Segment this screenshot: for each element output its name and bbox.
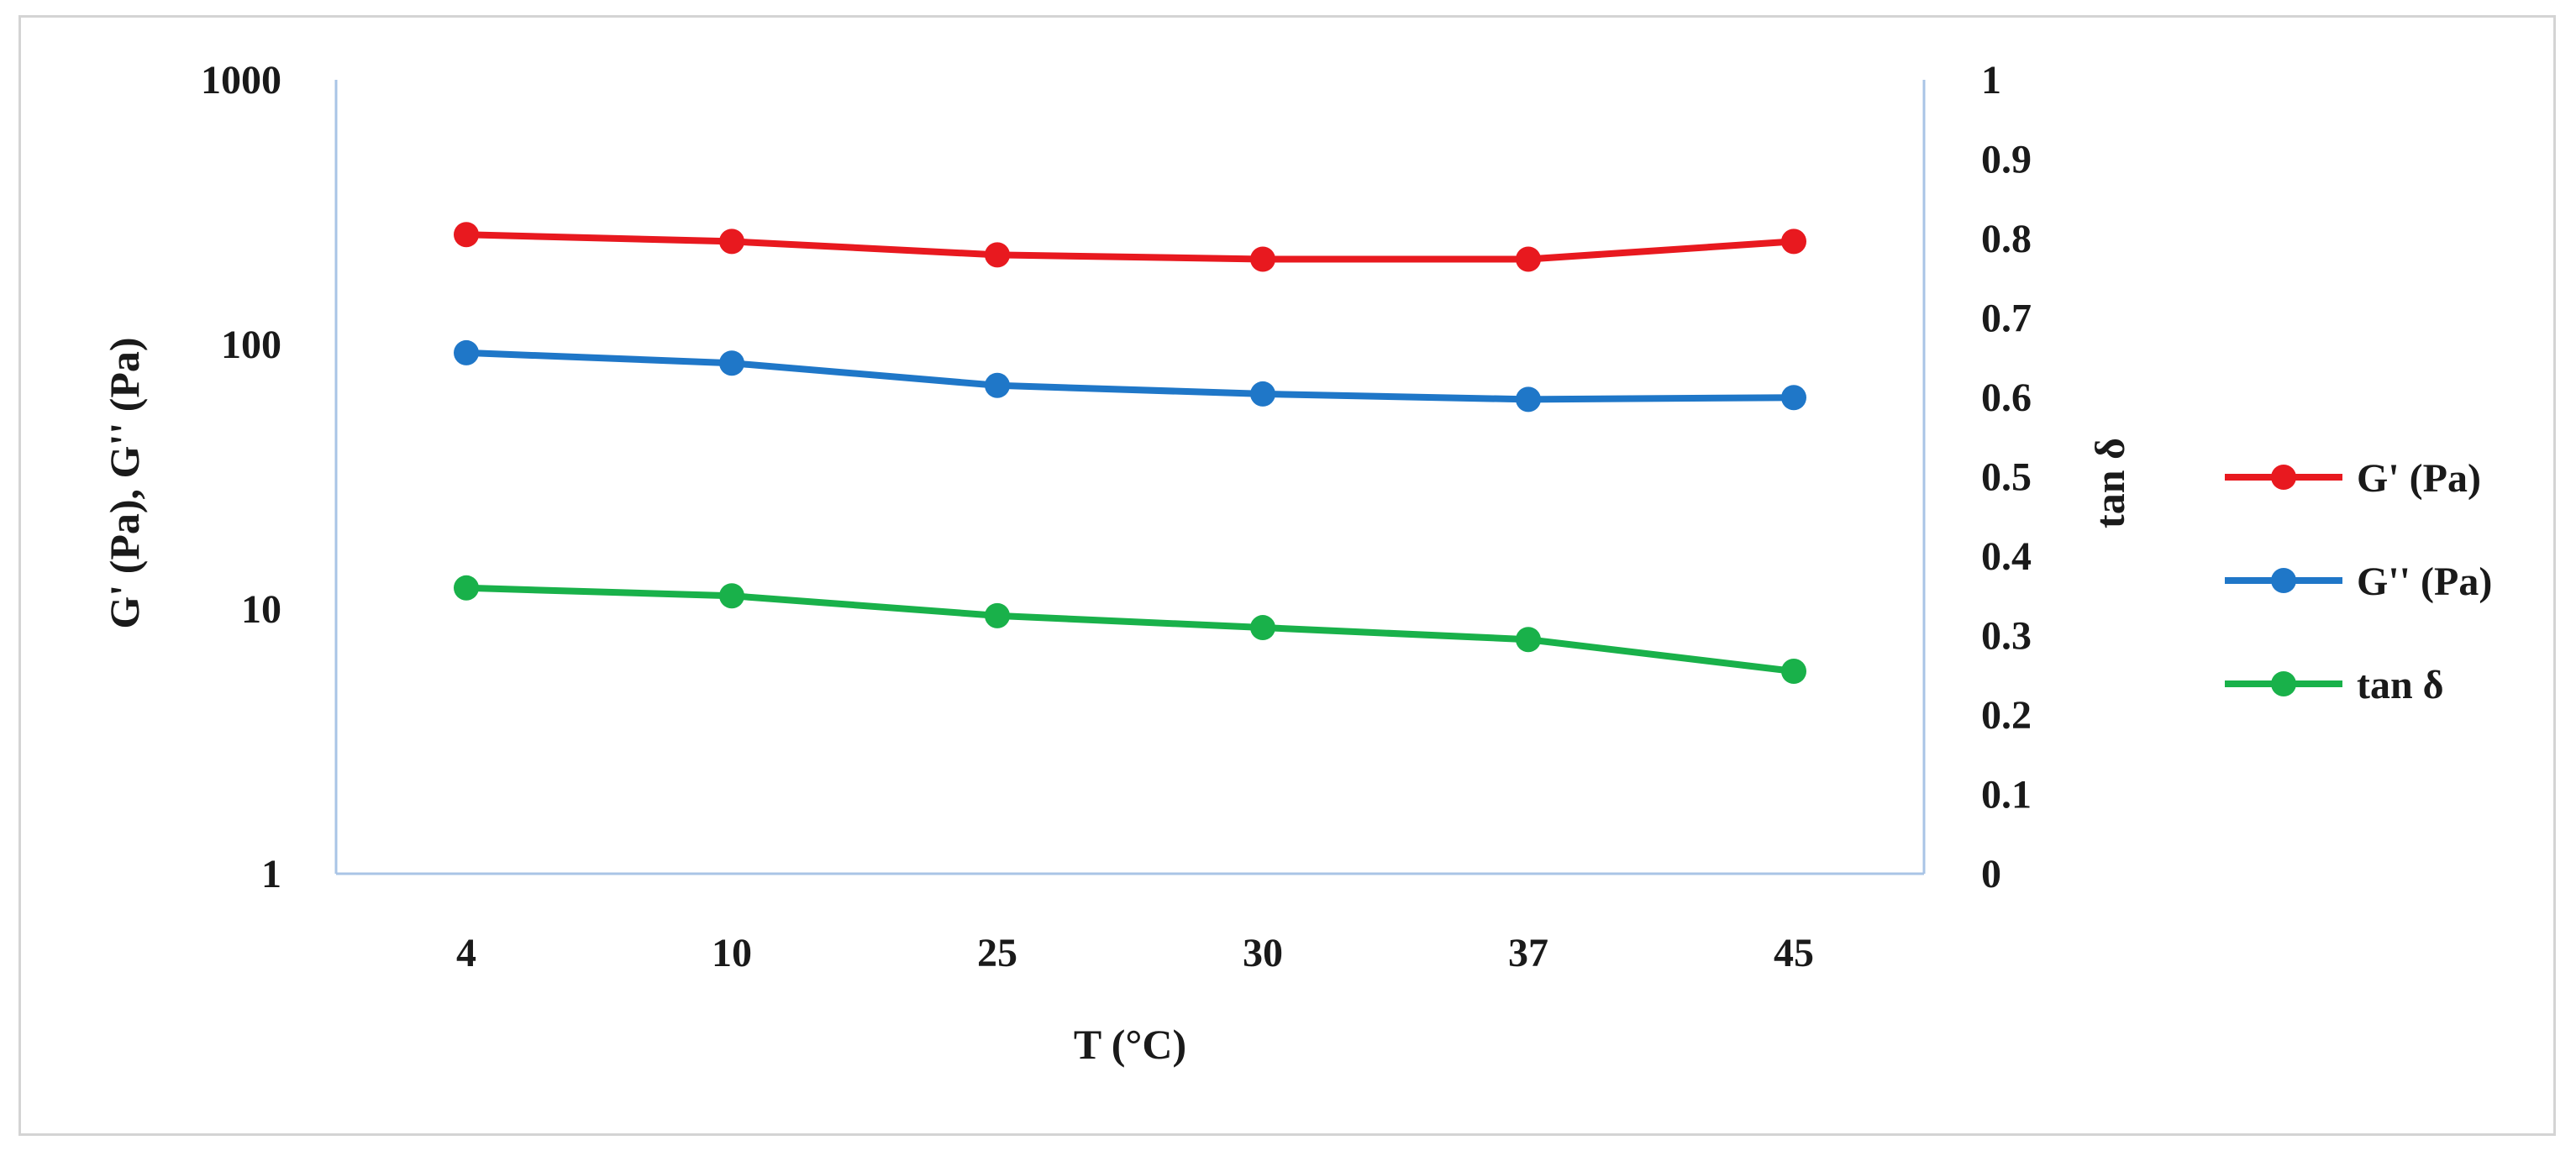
legend-label: tan δ bbox=[2357, 663, 2444, 707]
legend-marker bbox=[2271, 671, 2296, 696]
data-point bbox=[454, 222, 479, 248]
data-point bbox=[985, 242, 1010, 268]
x-tick-label: 10 bbox=[712, 931, 752, 975]
y-axis-title: G' (Pa), G'' (Pa) bbox=[101, 337, 148, 628]
data-point bbox=[1516, 386, 1541, 412]
y2-tick-label: 0.1 bbox=[1981, 773, 2032, 817]
x-tick-label: 37 bbox=[1508, 931, 1548, 975]
data-point bbox=[1250, 381, 1275, 407]
series-line bbox=[465, 584, 1795, 675]
data-point bbox=[985, 372, 1010, 398]
chart-frame bbox=[18, 15, 2556, 1136]
data-point bbox=[719, 583, 744, 609]
y2-tick-label: 0.6 bbox=[1981, 376, 2032, 420]
data-point bbox=[454, 575, 479, 601]
series-layer bbox=[454, 222, 1806, 685]
series-line bbox=[465, 349, 1795, 403]
data-point bbox=[719, 229, 744, 255]
y-tick-label: 100 bbox=[221, 323, 281, 367]
data-point bbox=[719, 350, 744, 376]
data-point bbox=[1250, 615, 1275, 641]
data-point bbox=[1781, 385, 1806, 411]
x-tick-label: 4 bbox=[456, 931, 476, 975]
series-line bbox=[465, 231, 1795, 263]
data-point bbox=[1516, 246, 1541, 272]
x-tick-label: 30 bbox=[1243, 931, 1283, 975]
data-point bbox=[1781, 229, 1806, 255]
legend-layer: G' (Pa) G'' (Pa) tan δ bbox=[2225, 456, 2492, 707]
y2-tick-label: 0.4 bbox=[1981, 534, 2032, 579]
x-tick-label: 25 bbox=[977, 931, 1017, 975]
legend-marker bbox=[2271, 568, 2296, 593]
y-tick-label: 1000 bbox=[201, 58, 281, 102]
data-point bbox=[1516, 627, 1541, 653]
data-point bbox=[985, 602, 1010, 628]
y2-tick-label: 0.3 bbox=[1981, 614, 2032, 659]
y2-tick-label: 0.5 bbox=[1981, 455, 2032, 500]
y2-tick-label: 0.8 bbox=[1981, 217, 2032, 261]
y-tick-label: 10 bbox=[241, 587, 281, 632]
data-point bbox=[1250, 246, 1275, 272]
y2-tick-label: 0 bbox=[1981, 852, 2001, 896]
y2-tick-label: 0.2 bbox=[1981, 693, 2032, 738]
legend-marker bbox=[2271, 465, 2296, 490]
y-tick-label: 1 bbox=[261, 852, 281, 896]
legend-label: G' (Pa) bbox=[2357, 456, 2481, 501]
data-point bbox=[1781, 659, 1806, 685]
y2-tick-label: 0.7 bbox=[1981, 297, 2032, 341]
y2-tick-label: 1 bbox=[1981, 58, 2001, 102]
x-tick-label: 45 bbox=[1774, 931, 1814, 975]
x-axis-title: T (°C) bbox=[1074, 1021, 1186, 1068]
data-point bbox=[454, 339, 479, 365]
y2-tick-label: 0.9 bbox=[1981, 138, 2032, 182]
axes-layer: 1 10 100 1000 0 0.1 0.2 0.3 0.4 0.5 0.6 0.7 0.8 0.9 1 4… bbox=[201, 58, 2032, 975]
y2-axis-title: tan δ bbox=[2086, 438, 2133, 528]
legend-label: G'' (Pa) bbox=[2357, 560, 2492, 604]
